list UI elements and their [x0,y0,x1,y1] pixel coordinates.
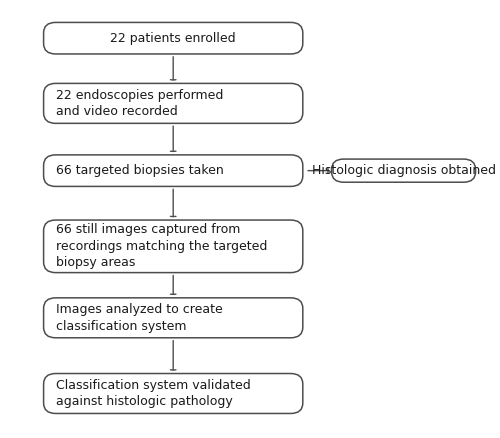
FancyBboxPatch shape [44,83,303,124]
FancyBboxPatch shape [44,22,303,54]
Text: 22 patients enrolled: 22 patients enrolled [110,32,236,45]
FancyBboxPatch shape [44,155,303,187]
Text: Histologic diagnosis obtained: Histologic diagnosis obtained [312,164,496,177]
FancyBboxPatch shape [44,374,303,413]
Text: 66 targeted biopsies taken: 66 targeted biopsies taken [56,164,224,177]
FancyBboxPatch shape [332,159,476,182]
FancyBboxPatch shape [44,298,303,338]
Text: 22 endoscopies performed
and video recorded: 22 endoscopies performed and video recor… [56,88,223,118]
Text: Classification system validated
against histologic pathology: Classification system validated against … [56,379,250,408]
Text: Images analyzed to create
classification system: Images analyzed to create classification… [56,303,222,332]
FancyBboxPatch shape [44,220,303,272]
Text: 66 still images captured from
recordings matching the targeted
biopsy areas: 66 still images captured from recordings… [56,223,267,269]
